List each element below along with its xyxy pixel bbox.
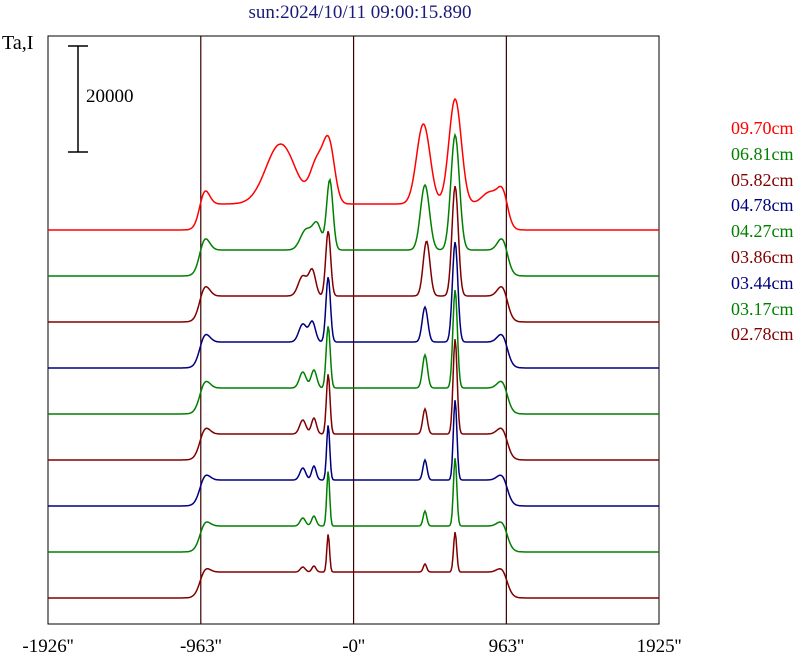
x-tick-label: -1926'' <box>22 636 74 657</box>
scale-bar <box>68 45 88 153</box>
x-tick-label: -963'' <box>179 636 222 657</box>
legend-item: 06.81cm <box>731 143 794 164</box>
series-line-09.70cm <box>48 97 659 231</box>
legend-item: 09.70cm <box>731 118 794 138</box>
legend-item: 03.17cm <box>731 298 794 319</box>
chart-title: sun:2024/10/11 09:00:15.890 <box>248 2 472 23</box>
legend-item: 05.82cm <box>731 169 794 190</box>
scale-bar-label: 20000 <box>86 86 134 107</box>
x-tick-label: 963'' <box>488 636 525 657</box>
legend-item: 04.78cm <box>731 195 794 216</box>
legend-item: 02.78cm <box>731 324 794 345</box>
legend-item: 03.86cm <box>731 246 794 267</box>
series-line-06.81cm <box>48 132 659 277</box>
legend-item: 03.44cm <box>731 272 794 293</box>
series-line-03.86cm <box>48 339 659 461</box>
series-line-02.78cm <box>48 531 659 599</box>
series-line-05.82cm <box>48 185 659 323</box>
y-axis-label: Ta,I <box>2 32 34 54</box>
series-line-03.44cm <box>48 400 659 507</box>
series-line-03.17cm <box>48 458 659 553</box>
x-tick-label: 1925'' <box>636 636 682 657</box>
legend: 09.70cm 06.81cm 05.82cm 04.78cm 04.27cm 03.86… <box>731 116 794 348</box>
legend-item: 04.27cm <box>731 221 794 242</box>
series-lines <box>48 97 659 599</box>
series-line-04.27cm <box>48 289 659 415</box>
x-tick-label: -0'' <box>342 636 365 657</box>
series-line-04.78cm <box>48 241 659 369</box>
